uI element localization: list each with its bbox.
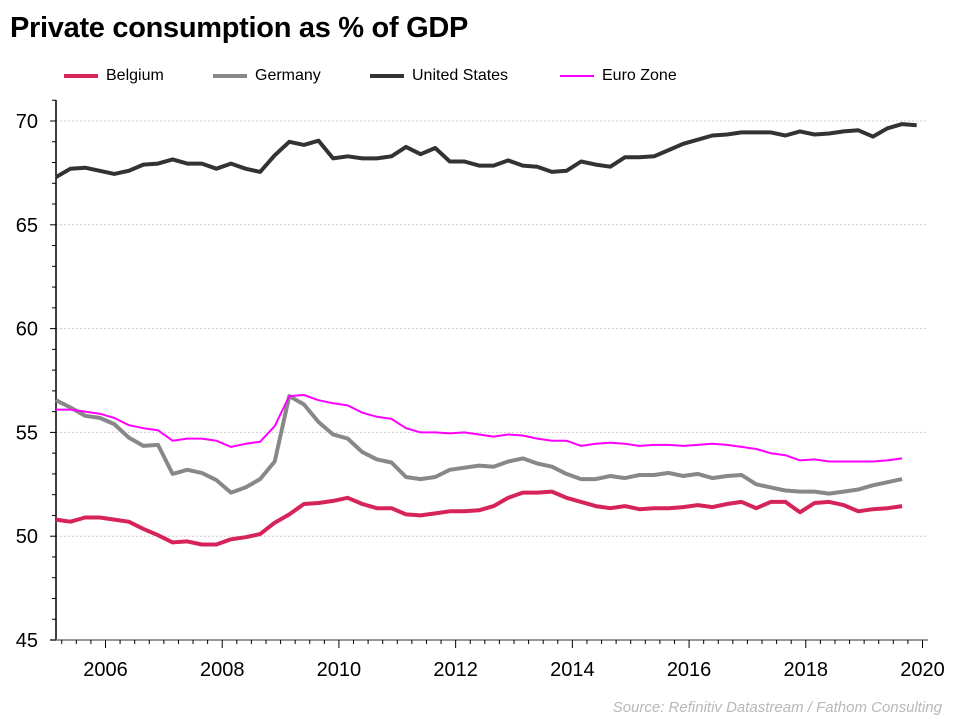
chart-title: Private consumption as % of GDP: [10, 12, 469, 44]
legend: Belgium Germany United States Euro Zone: [0, 62, 960, 90]
y-tick-label: 55: [16, 422, 38, 444]
source-note: Source: Refinitiv Datastream / Fathom Co…: [612, 699, 942, 716]
legend-item-united-states: United States: [370, 62, 508, 90]
legend-label-germany: Germany: [255, 67, 321, 84]
legend-item-germany: Germany: [213, 62, 321, 90]
y-tick-label: 70: [16, 111, 38, 133]
legend-label-belgium: Belgium: [106, 67, 164, 84]
legend-label-united-states: United States: [412, 67, 509, 84]
legend-label-euro-zone: Euro Zone: [602, 67, 677, 84]
y-tick-label: 60: [16, 319, 38, 341]
y-tick-label: 65: [16, 215, 38, 237]
series-lines: [54, 122, 917, 547]
gridlines: [56, 120, 928, 537]
x-tick-label: 2016: [667, 659, 712, 681]
x-tick-label: 2012: [433, 659, 478, 681]
series-line-belgium: [55, 489, 903, 547]
series-line-united-states: [54, 122, 917, 179]
x-tick-label: 2014: [550, 659, 595, 681]
legend-swatch-united-states: [370, 74, 404, 78]
x-tick-label: 2006: [83, 659, 128, 681]
x-tick-label: 2020: [900, 659, 945, 681]
x-tick-label: 2008: [200, 659, 245, 681]
legend-item-belgium: Belgium: [64, 62, 164, 90]
x-tick-label: 2018: [784, 659, 829, 681]
y-tick-label: 50: [16, 526, 38, 548]
legend-swatch-euro-zone: [560, 75, 594, 77]
legend-swatch-belgium: [64, 74, 98, 78]
x-tick-label: 2010: [317, 659, 362, 681]
y-tick-label: 45: [16, 630, 38, 652]
series-line-germany: [55, 394, 903, 496]
legend-item-euro-zone: Euro Zone: [560, 62, 677, 90]
legend-swatch-germany: [213, 74, 247, 78]
axes: 45 50 55 60 65 70 2006 2008 2010 2012 2014 2016 2018…: [16, 99, 945, 681]
series-line-euro-zone: [55, 394, 903, 463]
